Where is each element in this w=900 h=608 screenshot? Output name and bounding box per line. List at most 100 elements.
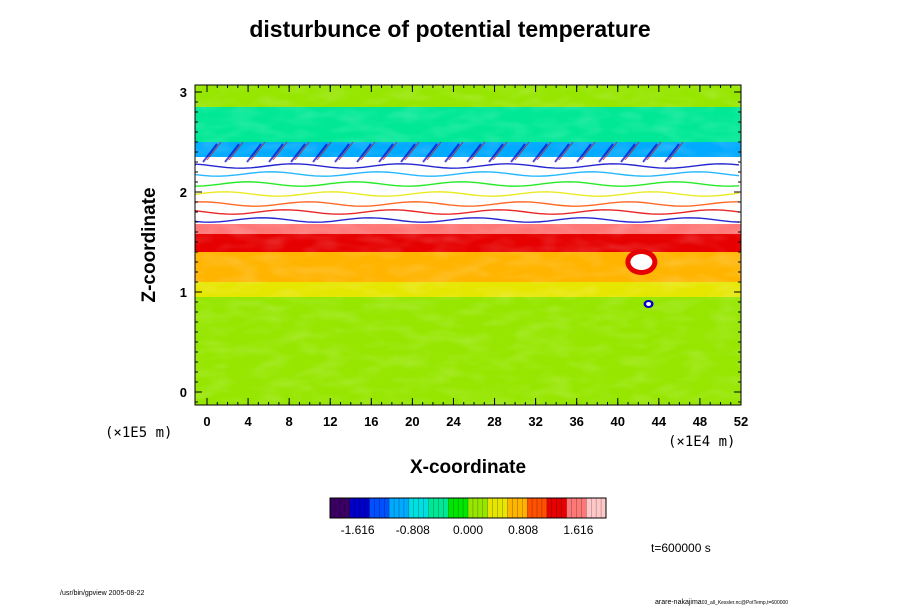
x-tick-label: 32 [528,414,542,429]
x-tick-label: 48 [693,414,707,429]
colorbar-swatch [586,498,607,518]
colorbar-swatch [546,498,568,518]
wave-crest [202,143,218,163]
cold-pocket-core [646,302,652,306]
colorbar-swatch [389,498,410,518]
wave-crest [602,141,618,161]
x-tick-label: 44 [652,414,667,429]
contour-streak [195,201,740,207]
x-tick-label: 12 [323,414,337,429]
colorbar-swatch [428,498,449,518]
wave-crest [250,141,266,161]
wave-crest [312,143,328,163]
wave-crest [624,141,640,161]
wave-crest [558,141,574,161]
wave-crest [422,143,438,163]
x-axis-label: X-coordinate [409,457,527,478]
x-tick-label: 16 [364,414,378,429]
contour-streak [195,217,740,223]
colorbar-swatch [369,498,390,518]
y-tick-label: 3 [180,85,187,100]
colorbar-swatch [487,498,508,518]
wave-crest [448,141,464,161]
wave-crest [514,141,530,161]
heatmap-overlay [195,85,741,405]
colorbar-swatch [349,498,370,518]
y-axis-label: Z-coordinate [139,187,160,303]
x-tick-label: 36 [569,414,583,429]
wave-crest [492,141,508,161]
colorbar-swatch [527,498,548,518]
wave-crest [290,143,306,163]
colorbar-tick-label: 0.808 [508,523,538,537]
wave-crest [334,143,350,163]
wave-crest [246,143,262,163]
wave-crest [206,141,222,161]
wave-crest [488,143,504,163]
x-tick-label: 28 [487,414,501,429]
wave-crest [272,141,288,161]
chart-title: disturbunce of potential temperature [249,16,651,42]
y-tick-label: 0 [180,385,187,400]
wave-crest [228,141,244,161]
x-tick-label: 8 [286,414,293,429]
x-axis: 0 4 8 12 16 20 24 28 32 36 40 44 48 52 [203,85,748,429]
wave-crest [426,141,442,161]
contour-streak [195,191,740,197]
colorbar-tick-label: 1.616 [563,523,593,537]
y-tick-label: 1 [180,285,187,300]
x-tick-label: 24 [446,414,461,429]
wave-crest [642,143,658,163]
wave-crest [576,143,592,163]
colorbar-swatch [468,498,489,518]
contour-streak [195,181,740,187]
wave-crest [532,143,548,163]
footer-left: /usr/bin/gpview 2005-08-22 [60,590,145,597]
convective-plume-core [630,254,653,270]
colorbar-tick-label: -0.808 [396,523,430,537]
contour-streak [195,171,740,177]
y-axis: 0 1 2 3 [180,85,741,403]
x-axis-unit: (×1E4 m) [668,434,736,450]
colorbar-swatch [507,498,528,518]
wave-crest [404,141,420,161]
wave-crest [510,143,526,163]
wave-crest [400,143,416,163]
plot-frame [194,84,742,406]
wave-crest [444,143,460,163]
wave-crest [664,143,680,163]
wave-crest [360,141,376,161]
colorbar-frame [329,497,607,519]
wave-crest [470,141,486,161]
footer-right: arare-nakajima03_all_Kessler.nc@PotTemp,… [655,589,788,608]
colorbar-tick-label: -1.616 [341,523,375,537]
wave-crest [554,143,570,163]
time-label: t=600000 s [651,541,711,555]
wave-crest [224,143,240,163]
x-tick-label: 20 [405,414,419,429]
wave-crest [378,143,394,163]
wave-crest [268,143,284,163]
x-tick-label: 4 [244,414,252,429]
wave-crest [668,141,684,161]
wave-crest [646,141,662,161]
wave-crest [294,141,310,161]
wave-crest [338,141,354,161]
wave-crest [536,141,552,161]
wave-crest [620,143,636,163]
wave-crest [580,141,596,161]
colorbar-swatch [330,498,351,518]
footer-right-main: arare-nakajima [655,599,702,606]
x-tick-label: 0 [203,414,210,429]
colorbar-swatch [448,498,469,518]
contour-streak [195,209,740,215]
wave-crest [382,141,398,161]
x-tick-label: 52 [734,414,748,429]
colorbar-swatch [566,498,587,518]
colorbar-tick-label: 0.000 [453,523,483,537]
wave-crest [316,141,332,161]
colorbar: -1.616 -0.808 0.000 0.808 1.616 [329,497,607,537]
wave-crest [598,143,614,163]
contour-streak [195,163,740,169]
